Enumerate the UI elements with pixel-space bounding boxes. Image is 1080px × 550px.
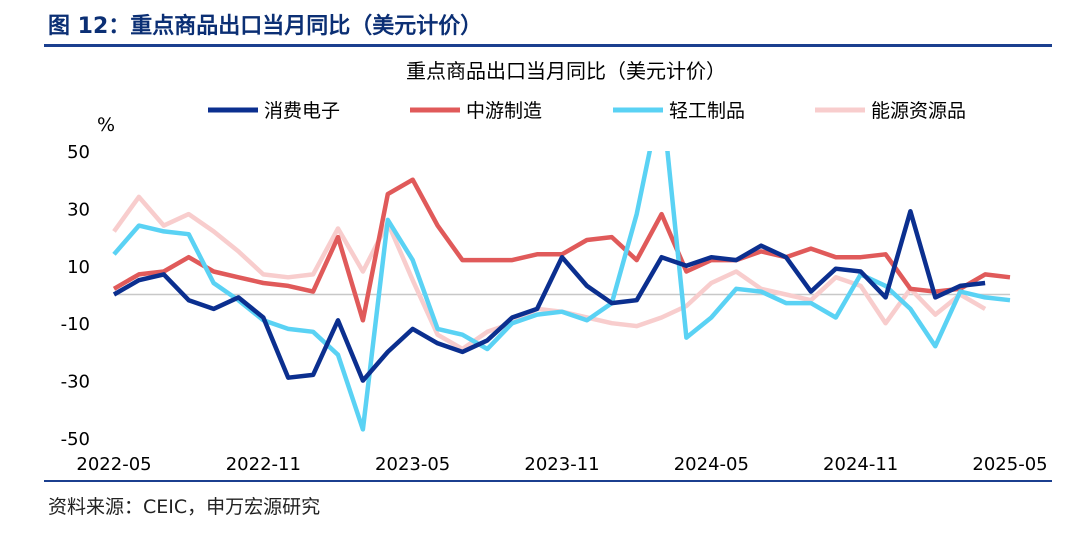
series-line — [112, 209, 986, 383]
series-line — [112, 194, 987, 352]
figure-title: 图 12：重点商品出口当月同比（美元计价） — [48, 14, 483, 39]
legend-item: 中游制造 — [410, 100, 542, 122]
x-tick-label: 2024-05 — [674, 454, 749, 475]
x-tick-label: 2022-05 — [76, 454, 151, 475]
legend-label: 消费电子 — [264, 100, 340, 122]
chart-title: 重点商品出口当月同比（美元计价） — [406, 59, 726, 83]
bottom-divider — [44, 480, 1052, 482]
y-axis-ticks: 50 30 10 -10 -30 -50 — [61, 142, 90, 450]
legend-item: 消费电子 — [208, 100, 340, 122]
y-tick-label: -30 — [61, 372, 90, 393]
x-tick-label: 2023-11 — [524, 454, 599, 475]
source-note: 资料来源：CEIC，申万宏源研究 — [48, 496, 321, 518]
y-tick-label: -10 — [61, 314, 90, 335]
y-tick-label: 50 — [67, 142, 90, 163]
legend-label: 轻工制品 — [669, 100, 745, 122]
series-line — [112, 177, 1011, 323]
x-axis-ticks: 2022-05 2022-11 2023-05 2023-11 2024-05 2024-… — [76, 454, 1047, 475]
x-tick-label: 2024-11 — [823, 454, 898, 475]
line-chart: 重点商品出口当月同比（美元计价） 消费电子 中游制造 轻工制品 能源资源品 % 50 3… — [61, 59, 1048, 475]
legend-label: 能源资源品 — [871, 100, 966, 122]
y-tick-label: 30 — [67, 199, 90, 220]
x-tick-label: 2022-11 — [226, 454, 301, 475]
title-divider — [44, 44, 1052, 47]
x-tick-label: 2023-05 — [375, 454, 450, 475]
x-tick-label: 2025-05 — [972, 454, 1047, 475]
series-lines — [112, 151, 1011, 432]
legend-item: 轻工制品 — [613, 100, 745, 122]
legend-label: 中游制造 — [466, 100, 542, 122]
y-tick-label: -50 — [61, 429, 90, 450]
y-tick-label: 10 — [67, 257, 90, 278]
chart-area: 重点商品出口当月同比（美元计价） 消费电子 中游制造 轻工制品 能源资源品 % 50 3… — [0, 48, 1080, 478]
y-axis-label: % — [97, 114, 115, 136]
chart-legend: 消费电子 中游制造 轻工制品 能源资源品 — [208, 100, 966, 122]
legend-item: 能源资源品 — [815, 100, 966, 122]
